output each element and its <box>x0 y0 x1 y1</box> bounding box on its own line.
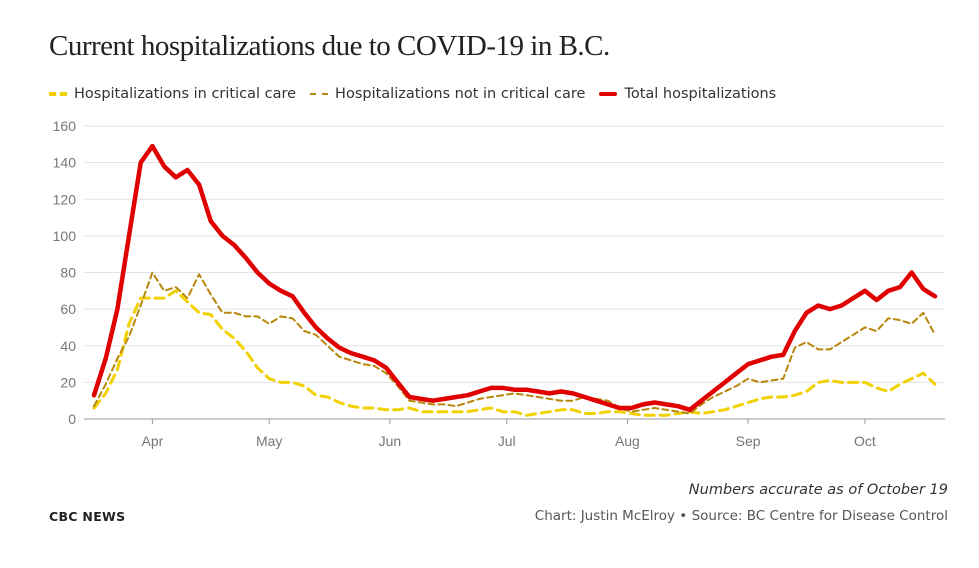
y-tick-label: 20 <box>60 374 76 390</box>
y-tick-label: 0 <box>68 411 76 427</box>
chart-title: Current hospitalizations due to COVID-19… <box>49 30 610 62</box>
legend-item-critical-care: Hospitalizations in critical care <box>49 86 296 102</box>
x-tick-label: Apr <box>142 433 164 449</box>
y-tick-label: 60 <box>60 301 76 317</box>
series-line-noncritical <box>93 271 936 415</box>
legend-label-critical-care: Hospitalizations in critical care <box>74 86 297 102</box>
y-tick-label: 40 <box>60 338 76 354</box>
data-accuracy-note: Numbers accurate as of October 19 <box>688 482 948 498</box>
legend-label-total: Total hospitalizations <box>624 86 777 102</box>
legend: Hospitalizations in critical care Hospit… <box>49 86 790 102</box>
legend-swatch-total <box>599 92 618 96</box>
legend-item-not-critical-care: Hospitalizations not in critical care <box>310 86 585 102</box>
x-tick-label: Aug <box>615 433 640 449</box>
x-tick-label: Oct <box>854 433 876 449</box>
y-tick-label: 120 <box>53 191 77 207</box>
x-tick-label: May <box>256 433 282 449</box>
legend-swatch-critical-care <box>49 92 67 96</box>
x-tick-label: Jul <box>498 433 516 449</box>
legend-item-total: Total hospitalizations <box>599 86 776 102</box>
chart-credit: Chart: Justin McElroy • Source: BC Centr… <box>534 508 948 524</box>
y-tick-label: 140 <box>53 155 77 171</box>
y-tick-label: 160 <box>53 118 77 134</box>
y-tick-label: 100 <box>53 228 77 244</box>
series-line-critical <box>92 289 937 417</box>
x-tick-label: Jun <box>379 433 402 449</box>
brand-logo-text: CBC NEWS <box>49 509 126 524</box>
legend-swatch-not-critical-care <box>310 93 329 95</box>
legend-label-not-critical-care: Hospitalizations not in critical care <box>335 86 586 102</box>
x-tick-label: Sep <box>736 433 761 449</box>
y-tick-label: 80 <box>60 265 76 281</box>
series-line-total <box>91 143 938 413</box>
